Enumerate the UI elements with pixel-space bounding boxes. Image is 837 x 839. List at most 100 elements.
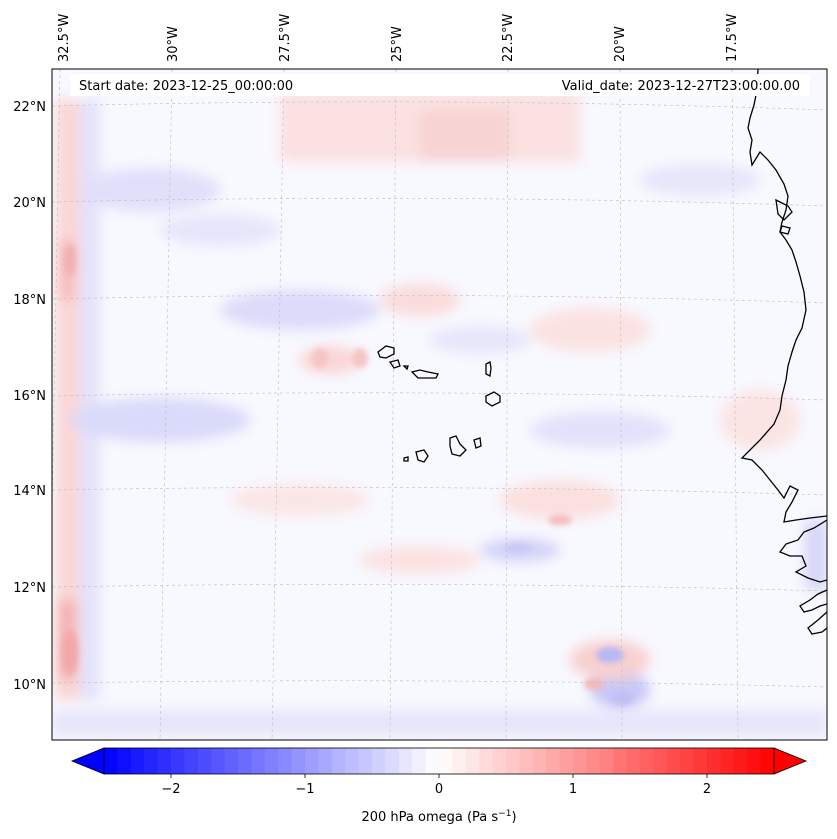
colorbar-level [385, 748, 400, 774]
start-date-title: Start date: 2023-12-25_00:00:00 [79, 79, 293, 94]
colorbar-level [707, 748, 721, 774]
africa-coastline [740, 69, 827, 523]
colorbar-level [599, 748, 614, 774]
colorbar-levels [104, 748, 775, 774]
lat-label-18n: 18°N [13, 293, 46, 308]
lon-label-25w: 25°W [390, 26, 405, 62]
colorbar-level [586, 748, 601, 774]
colorbar-level [559, 748, 574, 774]
colorbar-level [291, 748, 306, 774]
colorbar-level [184, 748, 199, 774]
colorbar-level [760, 748, 775, 774]
colorbar-tick-label: −2 [161, 782, 180, 797]
colorbar-level [680, 748, 695, 774]
lon-axis-labels: 32.5°W 30°W 27.5°W 25°W 22.5°W 20°W 17.5… [57, 14, 740, 62]
colorbar-level [613, 748, 628, 774]
colorbar-level [331, 748, 346, 774]
colorbar-level [439, 748, 453, 774]
colorbar-level [171, 748, 185, 774]
colorbar-ticks [170, 774, 708, 778]
colorbar-level [720, 748, 735, 774]
colorbar-level [278, 748, 293, 774]
lat-label-14n: 14°N [13, 484, 46, 499]
colorbar-label-end: ) [511, 810, 516, 825]
colorbar-level [318, 748, 333, 774]
island-coast-north [775, 198, 793, 221]
lat-label-20n: 20°N [13, 196, 46, 211]
island-santa-luzia [402, 365, 409, 371]
colorbar-level [747, 748, 762, 774]
colorbar-level [479, 748, 494, 774]
lon-label-32-5w: 32.5°W [57, 14, 72, 62]
valid-date-title: Valid_date: 2023-12-27T23:00:00.00 [562, 79, 800, 94]
island-santo-antao [377, 345, 395, 359]
colorbar-label-main: 200 hPa omega (Pa s [361, 810, 498, 825]
island-fogo [415, 449, 429, 463]
colorbar-level [666, 748, 681, 774]
colorbar-label-sup: −1 [498, 809, 511, 819]
colorbar-level [372, 748, 386, 774]
colorbar-level [251, 748, 266, 774]
colorbar-level [519, 748, 534, 774]
colorbar-level [345, 748, 360, 774]
colorbar-level [224, 748, 239, 774]
omega-field-detail [62, 244, 634, 705]
lat-label-12n: 12°N [13, 581, 46, 596]
africa-coastline-south [778, 519, 827, 635]
colorbar-level [130, 748, 145, 774]
colorbar-level [465, 748, 480, 774]
lat-axis-labels: 22°N 20°N 18°N 16°N 14°N 12°N 10°N [13, 100, 46, 693]
colorbar-tick-label: 2 [703, 782, 711, 797]
colorbar-level [157, 748, 172, 774]
island-maio [473, 437, 482, 449]
colorbar-level [452, 748, 467, 774]
island-sal [485, 361, 492, 377]
island-brava [403, 456, 409, 462]
colorbar-level [264, 748, 279, 774]
island-sao-vicente [388, 359, 401, 369]
colorbar-level [144, 748, 159, 774]
colorbar-level [532, 748, 547, 774]
colorbar-level [546, 748, 561, 774]
colorbar-level [358, 748, 373, 774]
island-santiago [449, 435, 467, 457]
colorbar-tick-label: 0 [435, 782, 443, 797]
colorbar-level [197, 748, 212, 774]
colorbar-level [693, 748, 708, 774]
colorbar-level [117, 748, 132, 774]
island-sao-nicolau [410, 369, 439, 379]
lon-label-30w: 30°W [166, 26, 181, 62]
lat-label-10n: 10°N [13, 678, 46, 693]
colorbar-level [573, 748, 587, 774]
coastline [377, 69, 827, 635]
colorbar-level [211, 748, 226, 774]
colorbar-level [398, 748, 413, 774]
colorbar-level [653, 748, 668, 774]
lon-label-20w: 20°W [613, 26, 628, 62]
colorbar-level [238, 748, 252, 774]
colorbar-low-extend [70, 747, 105, 775]
lon-label-17-5w: 17.5°W [725, 14, 740, 62]
island-coast-north2 [779, 225, 791, 235]
colorbar-label: 200 hPa omega (Pa s−1) [361, 809, 516, 825]
colorbar-level [733, 748, 748, 774]
title-box [70, 74, 810, 96]
colorbar-tick-label: −1 [295, 782, 314, 797]
colorbar-level [425, 748, 440, 774]
colorbar-high-extend [773, 747, 808, 775]
colorbar: −2 −1 0 1 2 200 hPa omega (Pa s−1) [70, 747, 808, 825]
gridlines [52, 69, 827, 740]
omega-field [52, 69, 827, 740]
colorbar-level [506, 748, 520, 774]
colorbar-level [305, 748, 319, 774]
colorbar-level [104, 748, 118, 774]
plot-frame [51, 68, 828, 741]
lon-label-27-5w: 27.5°W [278, 14, 293, 62]
colorbar-level [626, 748, 641, 774]
lat-label-16n: 16°N [13, 389, 46, 404]
colorbar-level [412, 748, 427, 774]
lon-label-22-5w: 22.5°W [501, 14, 516, 62]
omega-field-smooth [52, 92, 827, 736]
island-boa-vista [485, 391, 501, 407]
colorbar-level [640, 748, 654, 774]
